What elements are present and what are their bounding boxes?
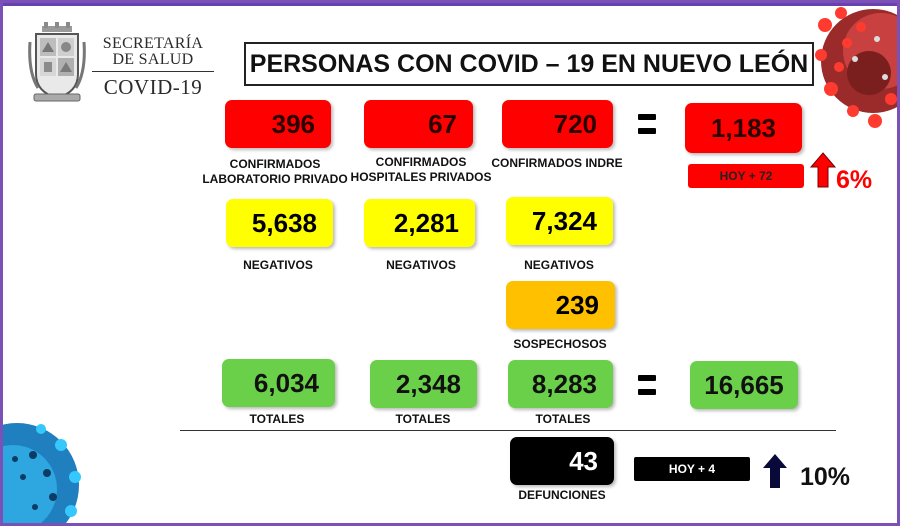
negatives-private-lab-box: 5,638 bbox=[226, 199, 333, 247]
brand-line-3: COVID-19 bbox=[103, 75, 203, 99]
confirmed-private-hospitals-box: 67 bbox=[364, 100, 473, 148]
confirmed-private-lab-box: 396 bbox=[225, 100, 331, 148]
negatives-private-hospitals-value: 2,281 bbox=[393, 207, 459, 238]
totals-private-hospitals-box: 2,348 bbox=[370, 360, 477, 408]
confirmed-private-lab-label: CONFIRMADOS LABORATORIO PRIVADO bbox=[202, 157, 348, 186]
brand-line-1: SECRETARÍA bbox=[102, 35, 204, 52]
totals-private-lab-value: 6,034 bbox=[253, 367, 319, 398]
negatives-private-lab-value: 5,638 bbox=[251, 207, 317, 238]
totals-private-hospitals-label: TOTALES bbox=[395, 412, 451, 426]
brand-divider bbox=[92, 71, 214, 72]
deaths-value: 43 bbox=[569, 445, 598, 476]
confirmed-change-pct: 6% bbox=[836, 166, 873, 194]
negatives-private-hospitals-box: 2,281 bbox=[364, 199, 475, 247]
arrow-up-icon bbox=[810, 152, 836, 188]
coronavirus-icon bbox=[3, 423, 81, 523]
confirmed-total-value: 1,183 bbox=[710, 112, 777, 143]
coronavirus-icon bbox=[815, 7, 897, 128]
confirmed-indre-box: 720 bbox=[502, 100, 613, 148]
negatives-indre-box: 7,324 bbox=[506, 197, 613, 245]
deaths-label: DEFUNCIONES bbox=[518, 488, 606, 502]
deaths-box: 43 bbox=[510, 437, 614, 485]
negatives-indre-label: NEGATIVOS bbox=[524, 258, 594, 272]
totals-private-lab-label: TOTALES bbox=[249, 412, 305, 426]
totals-private-lab-box: 6,034 bbox=[222, 359, 335, 407]
deaths-change-pct: 10% bbox=[800, 463, 851, 491]
negatives-indre-value: 7,324 bbox=[531, 205, 597, 236]
suspects-label: SOSPECHOSOS bbox=[513, 337, 607, 351]
totals-private-hospitals-value: 2,348 bbox=[395, 368, 461, 399]
state-coat-of-arms-icon bbox=[28, 22, 86, 102]
confirmed-private-hospitals-label: CONFIRMADOS HOSPITALES PRIVADOS bbox=[350, 155, 492, 184]
ministry-brand: SECRETARÍA DE SALUD COVID-19 bbox=[92, 36, 214, 98]
negatives-private-hospitals-label: NEGATIVOS bbox=[386, 258, 456, 272]
suspects-box: 239 bbox=[506, 281, 615, 329]
totals-indre-box: 8,283 bbox=[508, 360, 613, 408]
confirmed-indre-label: CONFIRMADOS INDRE bbox=[491, 156, 623, 170]
brand-line-2: DE SALUD bbox=[112, 51, 194, 68]
confirmed-private-hospitals-value: 67 bbox=[428, 108, 457, 139]
totals-indre-label: TOTALES bbox=[535, 412, 591, 426]
arrow-up-icon bbox=[763, 454, 787, 488]
divider-line bbox=[180, 430, 836, 431]
confirmed-total-box: 1,183 bbox=[685, 103, 802, 153]
totals-indre-value: 8,283 bbox=[531, 368, 597, 399]
confirmed-indre-value: 720 bbox=[553, 108, 597, 139]
negatives-private-lab-label: NEGATIVOS bbox=[243, 258, 313, 272]
page-title: PERSONAS CON COVID – 19 EN NUEVO LEÓN bbox=[244, 42, 814, 86]
confirmed-today-badge: HOY + 72 bbox=[688, 164, 804, 188]
grand-total-value: 16,665 bbox=[704, 369, 784, 400]
suspects-value: 239 bbox=[555, 289, 599, 320]
equals-icon bbox=[638, 114, 656, 136]
deaths-today-badge: HOY + 4 bbox=[634, 457, 750, 481]
grand-total-box: 16,665 bbox=[690, 361, 798, 409]
confirmed-private-lab-value: 396 bbox=[271, 108, 315, 139]
equals-icon bbox=[638, 375, 656, 397]
